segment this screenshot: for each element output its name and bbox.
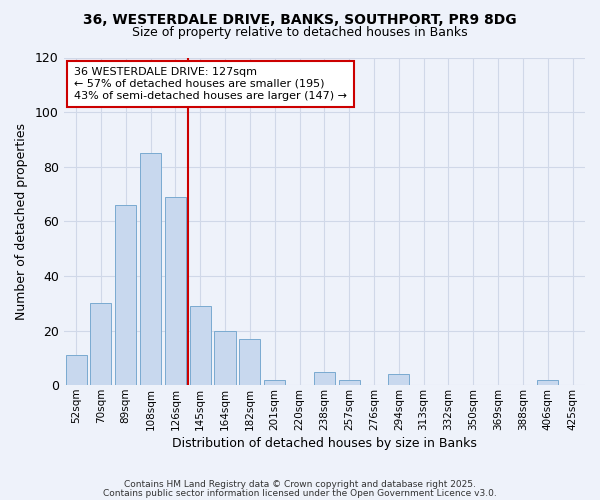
Bar <box>388 374 409 385</box>
Text: 36 WESTERDALE DRIVE: 127sqm
← 57% of detached houses are smaller (195)
43% of se: 36 WESTERDALE DRIVE: 127sqm ← 57% of det… <box>74 68 347 100</box>
Bar <box>115 205 136 385</box>
Bar <box>91 303 112 385</box>
Bar <box>165 197 186 385</box>
Bar <box>140 153 161 385</box>
X-axis label: Distribution of detached houses by size in Banks: Distribution of detached houses by size … <box>172 437 477 450</box>
Bar <box>264 380 285 385</box>
Bar <box>190 306 211 385</box>
Bar <box>338 380 360 385</box>
Text: 36, WESTERDALE DRIVE, BANKS, SOUTHPORT, PR9 8DG: 36, WESTERDALE DRIVE, BANKS, SOUTHPORT, … <box>83 12 517 26</box>
Text: Size of property relative to detached houses in Banks: Size of property relative to detached ho… <box>132 26 468 39</box>
Bar <box>214 330 236 385</box>
Bar <box>239 338 260 385</box>
Text: Contains HM Land Registry data © Crown copyright and database right 2025.: Contains HM Land Registry data © Crown c… <box>124 480 476 489</box>
Y-axis label: Number of detached properties: Number of detached properties <box>15 123 28 320</box>
Text: Contains public sector information licensed under the Open Government Licence v3: Contains public sector information licen… <box>103 489 497 498</box>
Bar <box>65 355 86 385</box>
Bar <box>314 372 335 385</box>
Bar <box>537 380 559 385</box>
